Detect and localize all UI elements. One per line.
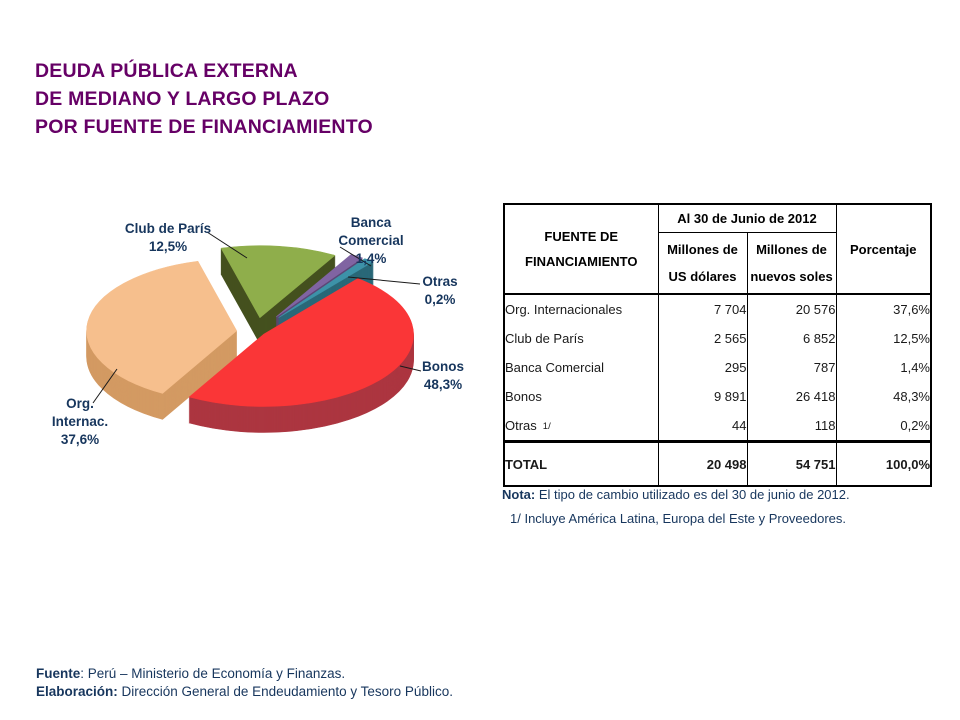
fuente-line: Fuente: Perú – Ministerio de Economía y … (36, 665, 453, 683)
row-source: Otras 1/ (503, 411, 659, 442)
slide-footer: Fuente: Perú – Ministerio de Economía y … (36, 665, 453, 701)
footnote-marker: 1/ (542, 421, 551, 432)
table-total-row: TOTAL 20 498 54 751 100,0% (503, 440, 932, 487)
nota-line: Nota: El tipo de cambio utilizado es del… (502, 483, 850, 507)
footnote-line: 1/ Incluye América Latina, Europa del Es… (510, 511, 847, 526)
pie-slices (86, 245, 414, 433)
elaboracion-text: Dirección General de Endeudamiento y Tes… (117, 684, 453, 699)
row-usd: 295 (657, 353, 748, 382)
table-row: Otras 1/ 44 118 0,2% (503, 411, 932, 442)
row-pen: 787 (746, 353, 837, 382)
row-usd: 2 565 (657, 324, 748, 353)
table-row: Banca Comercial 295 787 1,4% (503, 353, 932, 382)
pie-label-text: Bonos (422, 359, 464, 374)
table-header-row-2: Millones de US dólares Millones de nuevo… (504, 232, 931, 295)
row-pct: 12,5% (835, 324, 932, 353)
pie-label-value: 48,3% (423, 377, 463, 392)
row-pct: 0,2% (835, 411, 932, 442)
row-source: Org. Internacionales (503, 294, 659, 324)
fuente-text: : Perú – Ministerio de Economía y Finanz… (80, 666, 346, 681)
total-label: TOTAL (503, 440, 659, 487)
pie-chart-3d (86, 231, 422, 433)
row-source: Club de París (503, 324, 659, 353)
table-header-row-1: FUENTE DE FINANCIAMIENTO Al 30 de Junio … (503, 203, 932, 295)
header-al-30-junio: Al 30 de Junio de 2012 (657, 203, 837, 233)
header-soles: Millones de nuevos soles (746, 232, 837, 295)
pie-label-value: 0,2% (424, 292, 456, 307)
table-notes: Nota: El tipo de cambio utilizado es del… (502, 483, 850, 531)
nota-label: Nota: (502, 487, 536, 502)
row-usd: 9 891 (657, 382, 748, 411)
leader-line-otras (347, 276, 421, 285)
pie-label-text: Otras (422, 274, 458, 289)
total-pen: 54 751 (746, 440, 837, 487)
leader-line-club (206, 231, 248, 259)
pie-label-bonos: Bonos 48,3% (422, 358, 464, 394)
header-fuente: FUENTE DE FINANCIAMIENTO (503, 203, 659, 295)
leader-lines (92, 231, 422, 404)
nota-text: El tipo de cambio utilizado es del 30 de… (535, 487, 850, 502)
pie-label-value: 12,5% (148, 239, 188, 254)
row-pct: 37,6% (835, 294, 932, 324)
total-usd: 20 498 (657, 440, 748, 487)
row-source: Banca Comercial (503, 353, 659, 382)
leader-line-org (92, 368, 118, 404)
table-row: Org. Internacionales 7 704 20 576 37,6% (503, 294, 932, 324)
row-pct: 1,4% (835, 353, 932, 382)
fuente-label: Fuente (36, 666, 81, 681)
leader-line-bonos (399, 365, 422, 372)
financing-table: FUENTE DE FINANCIAMIENTO Al 30 de Junio … (503, 203, 932, 487)
title-line-1: DEUDA PÚBLICA EXTERNA (35, 60, 298, 82)
table-row: Bonos 9 891 26 418 48,3% (503, 382, 932, 411)
row-pen: 6 852 (746, 324, 837, 353)
pie-label-text: Banca (350, 215, 392, 230)
pie-label-otras: Otras 0,2% (422, 273, 457, 309)
pie-label-text: Comercial (338, 233, 404, 248)
header-usd: Millones de US dólares (657, 232, 748, 295)
elaboracion-label: Elaboración: (36, 684, 118, 699)
pie-label-text: Org. (66, 396, 94, 411)
slide-title: DEUDA PÚBLICA EXTERNA DE MEDIANO Y LARGO… (35, 57, 373, 141)
pie-label-text: Internac. (51, 414, 109, 429)
pie-label-value: 37,6% (60, 432, 100, 447)
total-pct: 100,0% (835, 440, 932, 487)
leader-line-banca (339, 246, 372, 267)
row-source: Bonos (503, 382, 659, 411)
row-usd: 7 704 (657, 294, 748, 324)
pie-label-org-internac: Org. Internac. 37,6% (52, 395, 108, 449)
row-pct: 48,3% (835, 382, 932, 411)
row-pen: 20 576 (746, 294, 837, 324)
table-row: Club de París 2 565 6 852 12,5% (503, 324, 932, 353)
row-pen: 118 (746, 411, 837, 442)
pie-label-text: Club de París (124, 221, 212, 236)
row-usd: 44 (657, 411, 748, 442)
row-source-text: Otras (505, 418, 537, 433)
pie-label-value: 1,4% (355, 251, 387, 266)
row-pen: 26 418 (746, 382, 837, 411)
title-line-2: DE MEDIANO Y LARGO PLAZO (35, 88, 330, 110)
pie-label-club-de-paris: Club de París 12,5% (125, 220, 211, 256)
header-porcentaje: Porcentaje (835, 203, 932, 295)
pie-label-banca-comercial: Banca Comercial 1,4% (338, 214, 403, 268)
title-line-3: POR FUENTE DE FINANCIAMIENTO (35, 116, 373, 138)
elaboracion-line: Elaboración: Dirección General de Endeud… (36, 683, 453, 701)
